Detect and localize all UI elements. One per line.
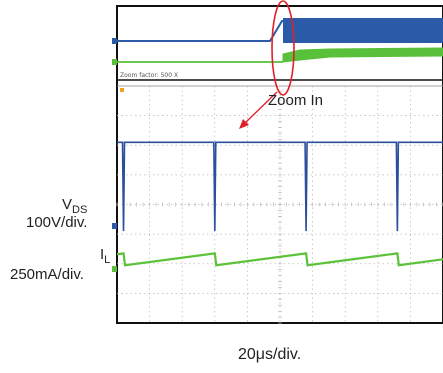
vds-main: V <box>62 196 73 213</box>
il-scale-label: 250mA/div. <box>10 266 84 283</box>
vds-channel-marker <box>112 38 117 44</box>
zoom-factor-text: Zoom factor: 500 X <box>120 72 179 79</box>
vds-zoom-marker <box>112 223 117 229</box>
il-main: I <box>100 246 105 263</box>
vds-channel-label: VDS <box>62 196 87 216</box>
overview-vds-switching-band <box>283 18 443 43</box>
trigger-marker <box>120 88 124 92</box>
il-zoom-marker <box>112 266 117 272</box>
il-channel-label: IL <box>100 246 110 266</box>
il-subscript: L <box>104 254 111 266</box>
overview-il-switching-band <box>282 47 443 63</box>
zoom-arrow-line <box>243 91 278 125</box>
vds-trace <box>117 141 443 232</box>
time-scale-label: 20μs/div. <box>238 346 302 363</box>
zoom-region-ellipse <box>271 0 295 96</box>
zoom-traces <box>116 141 443 267</box>
il-trace <box>116 252 443 267</box>
zoom-arrow-head <box>239 119 249 129</box>
il-channel-marker <box>112 59 117 65</box>
overview-traces <box>117 18 443 63</box>
scope-frame <box>116 5 443 324</box>
vds-subscript: DS <box>72 204 88 216</box>
vds-scale-label: 100V/div. <box>26 214 88 231</box>
zoom-in-label: Zoom In <box>268 92 324 109</box>
